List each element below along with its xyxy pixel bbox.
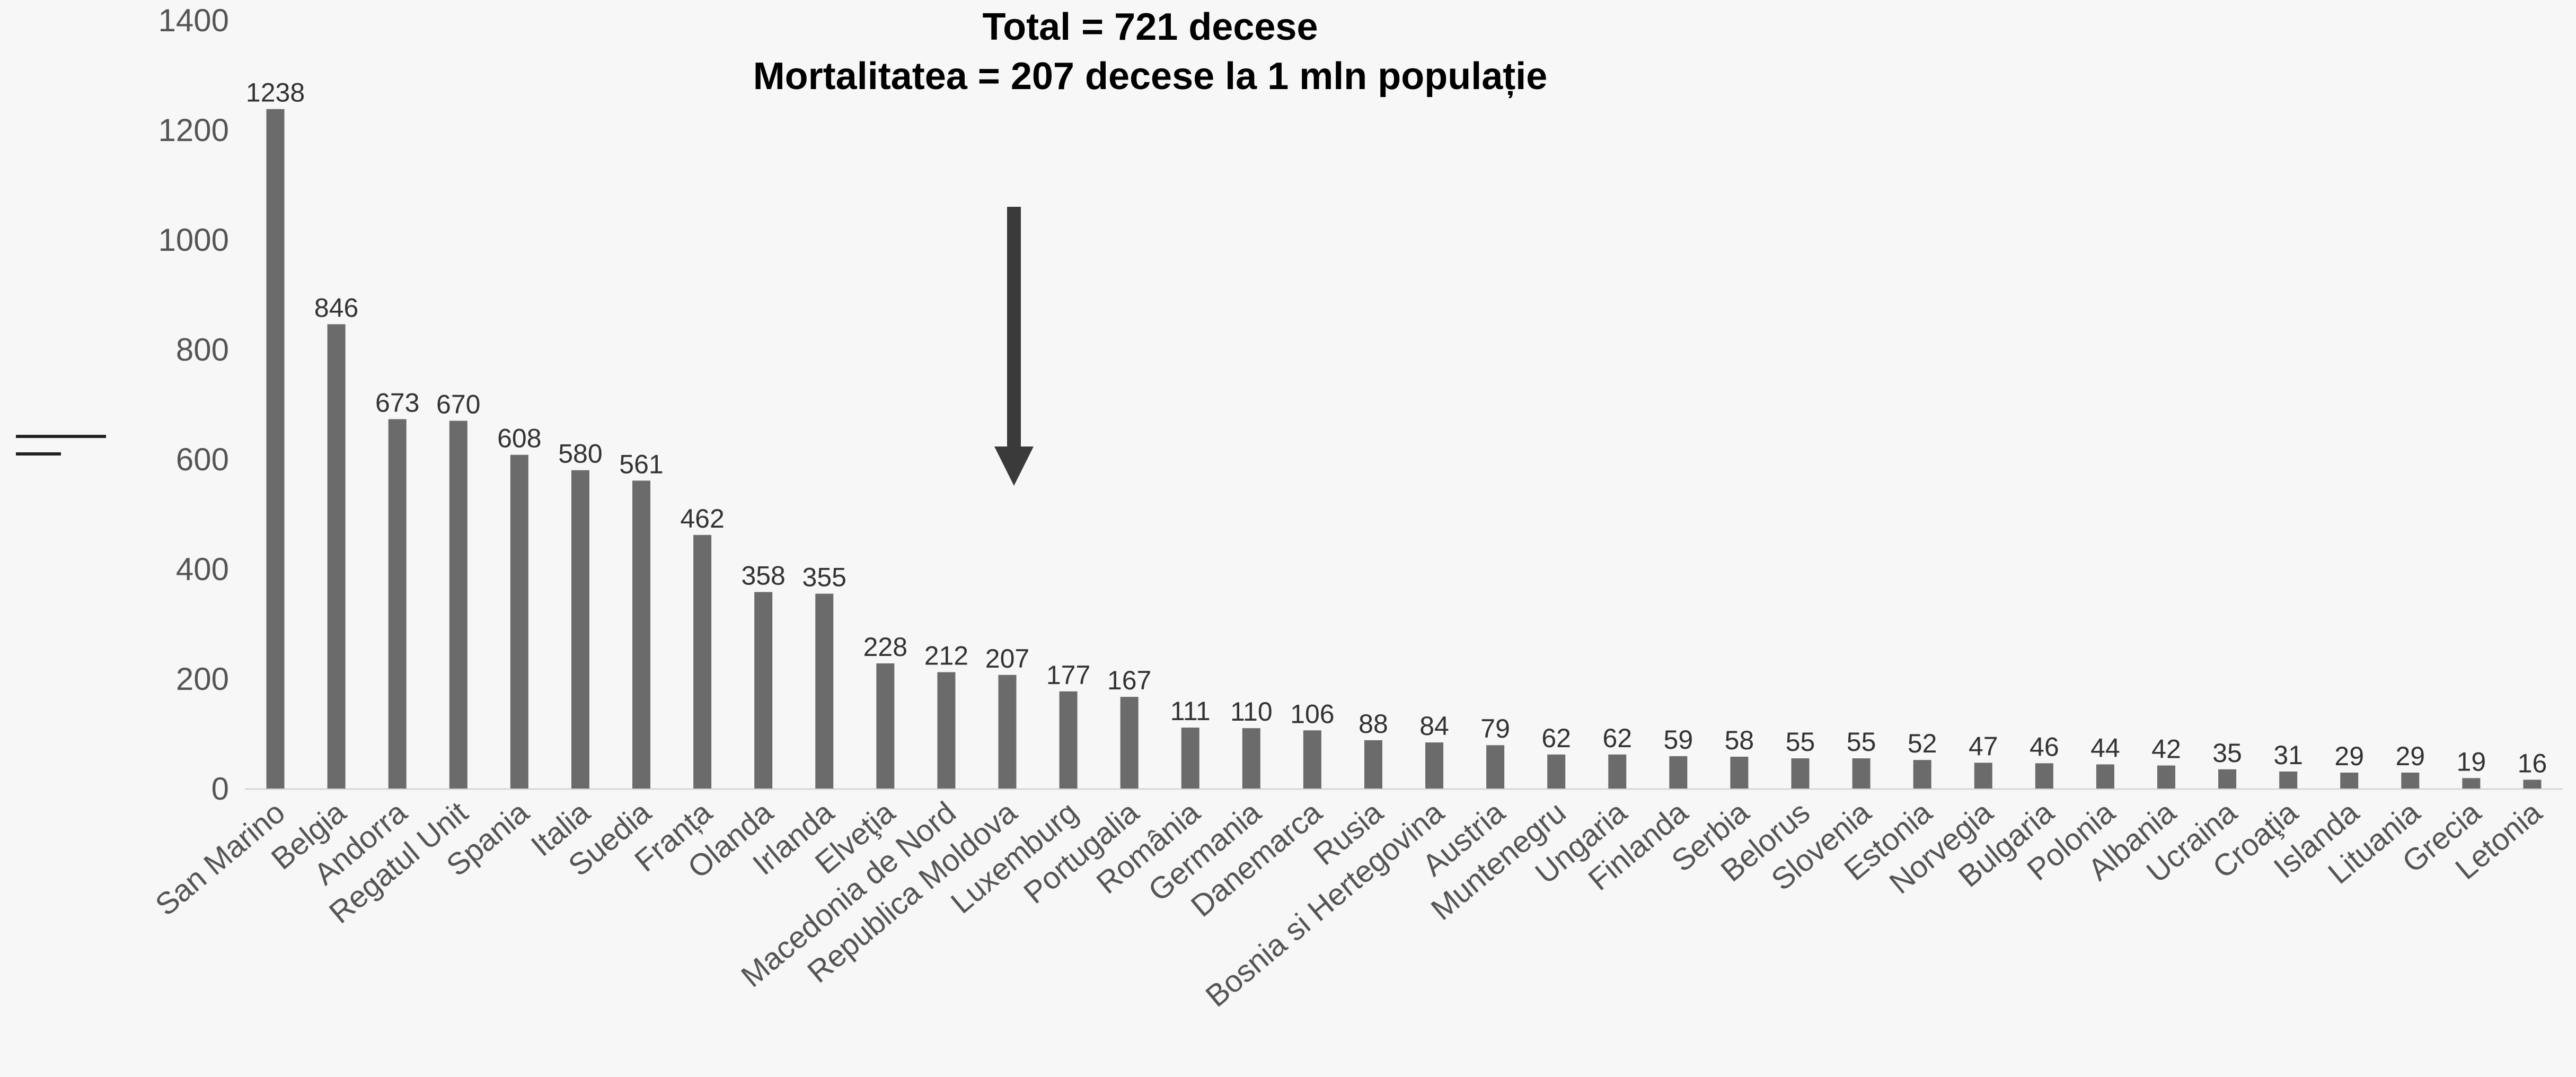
value-label: 111 (1170, 696, 1211, 726)
side-decoration (16, 435, 106, 456)
bar (815, 593, 834, 789)
bar (571, 470, 589, 789)
bar (1852, 758, 1871, 789)
bar (1913, 760, 1931, 789)
value-label: 55 (1786, 727, 1815, 757)
bar (1486, 745, 1505, 789)
y-axis: 0 200 400 600 800 1000 1200 1400 (158, 3, 229, 807)
value-label: 228 (863, 632, 907, 662)
value-label: 46 (2030, 732, 2059, 761)
bar (1425, 742, 1444, 789)
value-label: 608 (497, 424, 541, 453)
bar (1242, 728, 1260, 789)
value-label: 62 (1602, 723, 1632, 753)
value-label: 84 (1419, 711, 1449, 741)
bar (2157, 765, 2175, 789)
value-label: 44 (2090, 733, 2120, 763)
bar (449, 421, 467, 789)
value-label: 52 (1908, 729, 1937, 758)
bar (754, 592, 773, 789)
bar (1181, 728, 1199, 789)
bar (2279, 771, 2298, 789)
bar (1669, 756, 1688, 789)
value-label: 212 (924, 641, 968, 671)
bar (693, 535, 712, 789)
bar (1791, 758, 1810, 789)
value-label: 19 (2457, 747, 2486, 776)
chart-title-line-1: Total = 721 decese (982, 6, 1318, 48)
value-label: 358 (741, 561, 785, 590)
value-label: 561 (619, 449, 663, 479)
bar (1608, 754, 1627, 789)
bar (632, 480, 651, 789)
bar (1303, 730, 1321, 789)
value-label: 58 (1725, 725, 1754, 755)
value-label: 62 (1541, 723, 1571, 753)
bar (2523, 780, 2542, 789)
chart-title-line-2: Mortalitatea = 207 decese la 1 mln popul… (753, 55, 1548, 98)
value-label: 88 (1358, 709, 1388, 739)
bar (937, 672, 956, 789)
bar (1547, 754, 1566, 789)
value-label: 207 (985, 644, 1029, 673)
bar (1364, 740, 1382, 789)
bar (510, 454, 528, 789)
value-label: 29 (2334, 741, 2364, 771)
bar (1059, 691, 1078, 789)
bar (2462, 778, 2481, 789)
highlight-arrow (994, 207, 1034, 486)
value-label: 177 (1046, 660, 1090, 690)
value-label: 846 (314, 293, 358, 322)
y-tick-label: 0 (211, 771, 229, 807)
value-label: 42 (2151, 734, 2181, 764)
bar (1730, 756, 1749, 789)
value-label: 167 (1107, 666, 1151, 695)
arrow-head (994, 446, 1034, 486)
value-label: 16 (2518, 748, 2547, 778)
value-label: 106 (1290, 699, 1334, 729)
value-label: 55 (1847, 727, 1876, 757)
bar (2401, 772, 2420, 789)
value-label: 110 (1230, 697, 1273, 726)
value-label: 580 (558, 439, 602, 469)
bars-group (266, 109, 2542, 789)
value-label: 673 (375, 388, 419, 417)
bar (2035, 763, 2053, 789)
value-label: 462 (680, 504, 724, 533)
value-label: 670 (436, 390, 480, 419)
value-label: 29 (2395, 741, 2425, 771)
bar (998, 675, 1017, 789)
bar (266, 109, 285, 789)
bar (2096, 764, 2114, 789)
y-tick-label: 600 (176, 442, 229, 477)
y-tick-label: 1400 (158, 3, 229, 38)
bar (876, 663, 895, 789)
y-tick-label: 400 (176, 551, 229, 587)
bar (2218, 769, 2237, 789)
value-label: 31 (2273, 740, 2303, 770)
y-tick-label: 200 (176, 661, 229, 697)
value-label: 1238 (246, 78, 305, 108)
y-tick-label: 1200 (158, 112, 229, 148)
value-labels-group: 1238 846 673 670 608 580 561 462 358 355 228 212 207… (246, 78, 2547, 778)
y-tick-label: 800 (176, 332, 229, 367)
bar (1974, 763, 1992, 789)
value-label: 47 (1969, 731, 1998, 761)
bar (2340, 772, 2359, 789)
bar (1120, 697, 1139, 789)
value-label: 59 (1664, 725, 1693, 755)
y-tick-label: 1000 (158, 222, 229, 258)
bar (327, 324, 346, 789)
value-label: 79 (1480, 714, 1510, 743)
bar (388, 419, 407, 789)
arrow-shaft (1007, 207, 1021, 446)
value-label: 355 (802, 563, 846, 592)
value-label: 35 (2212, 738, 2242, 768)
